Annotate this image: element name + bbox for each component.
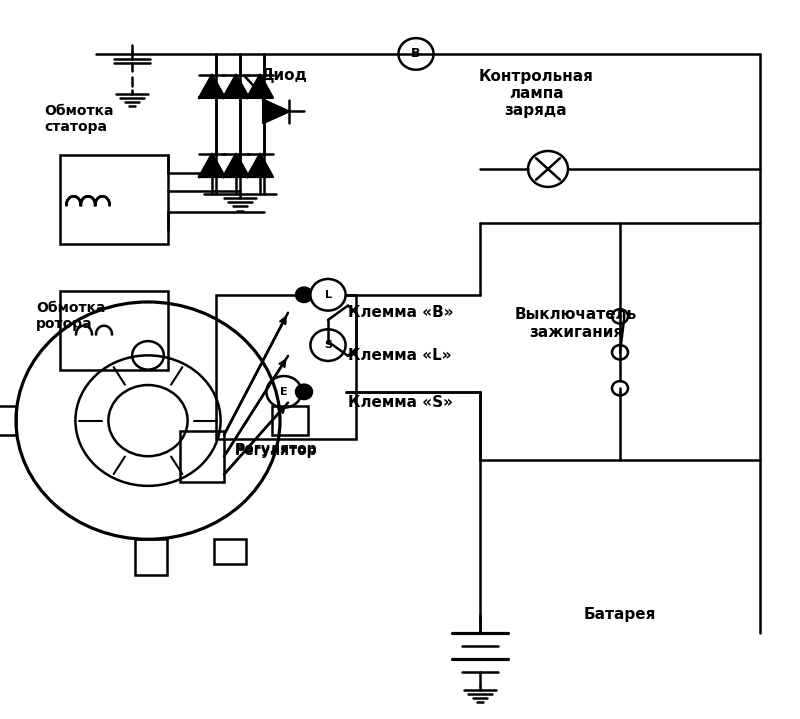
Polygon shape [263, 100, 289, 123]
Circle shape [528, 151, 568, 187]
Circle shape [398, 38, 434, 70]
Bar [214, 539, 246, 564]
Text: Регулятор: Регулятор [234, 444, 318, 458]
Bar [0, 406, 16, 435]
Text: Регулятор: Регулятор [234, 442, 318, 457]
Text: E: E [280, 387, 288, 397]
Bar [216, 295, 356, 439]
Text: Клемма «B»: Клемма «B» [348, 306, 454, 320]
Polygon shape [223, 154, 249, 177]
Polygon shape [247, 154, 273, 177]
Circle shape [310, 279, 346, 311]
Text: Диод: Диод [261, 68, 307, 83]
Circle shape [296, 385, 312, 399]
Text: Обмотка
ротора: Обмотка ротора [36, 301, 106, 331]
Text: Клемма «S»: Клемма «S» [348, 395, 453, 410]
Text: Обмотка
статора: Обмотка статора [44, 104, 114, 134]
Text: L: L [325, 290, 331, 300]
Text: S: S [324, 340, 332, 350]
Bar [134, 539, 166, 575]
Bar [60, 155, 168, 244]
Text: Клемма «L»: Клемма «L» [348, 349, 451, 363]
Text: Выключатель
зажигания: Выключатель зажигания [515, 307, 637, 340]
Text: B: B [411, 47, 421, 60]
Text: Батарея: Батарея [584, 608, 656, 622]
Circle shape [310, 329, 346, 361]
Polygon shape [199, 154, 225, 177]
Polygon shape [199, 75, 225, 98]
Polygon shape [247, 75, 273, 98]
Bar [60, 291, 168, 370]
Text: Контрольная
лампа
заряда: Контрольная лампа заряда [478, 68, 594, 119]
Bar [180, 431, 224, 482]
Polygon shape [223, 75, 249, 98]
Circle shape [296, 288, 312, 302]
Circle shape [266, 376, 302, 408]
Bar [272, 406, 308, 435]
